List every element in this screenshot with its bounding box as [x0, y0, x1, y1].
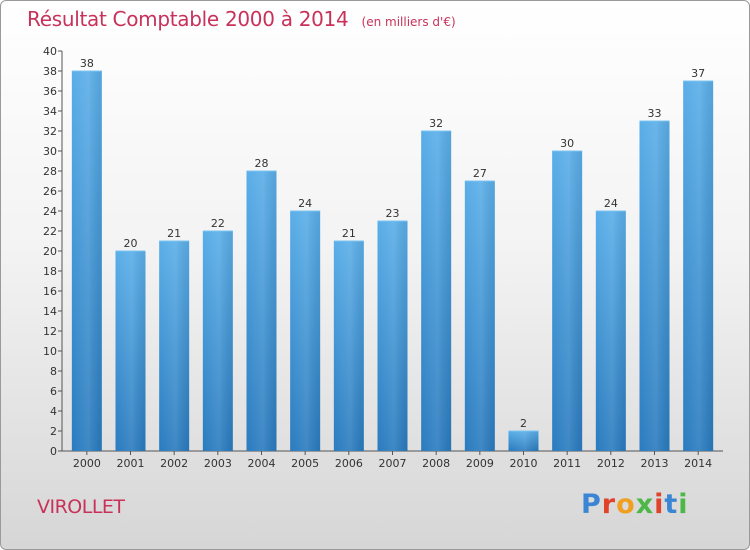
y-tick-label: 34 — [43, 105, 57, 118]
bar-shine — [202, 231, 233, 451]
bar-shine — [246, 171, 277, 451]
bar-shine — [115, 251, 146, 451]
data-label: 30 — [560, 137, 574, 150]
data-label: 2 — [520, 417, 527, 430]
y-tick-label: 26 — [43, 185, 57, 198]
bar-shine — [552, 151, 583, 451]
y-tick-label: 10 — [43, 345, 57, 358]
x-tick-label: 2012 — [597, 457, 625, 470]
logo-letter: o — [616, 489, 636, 520]
data-label: 22 — [211, 217, 225, 230]
x-tick-label: 2006 — [335, 457, 363, 470]
proxiti-logo: Proxiti — [581, 489, 689, 520]
x-tick-label: 2008 — [422, 457, 450, 470]
bar-shine — [508, 431, 539, 451]
bar-shine — [683, 81, 714, 451]
data-label: 38 — [80, 57, 94, 70]
logo-letter: P — [581, 489, 602, 520]
data-label: 24 — [604, 197, 618, 210]
x-tick-label: 2002 — [160, 457, 188, 470]
data-label: 21 — [342, 227, 356, 240]
bar-shine — [639, 121, 670, 451]
x-tick-label: 2014 — [684, 457, 712, 470]
y-tick-label: 6 — [50, 385, 57, 398]
data-label: 20 — [124, 237, 138, 250]
axes: 0246810121416182022242628303234363840200… — [43, 45, 723, 470]
data-label: 24 — [298, 197, 312, 210]
y-tick-label: 0 — [50, 445, 57, 458]
y-tick-label: 16 — [43, 285, 57, 298]
y-tick-label: 14 — [43, 305, 57, 318]
x-tick-label: 2009 — [466, 457, 494, 470]
chart-title: Résultat Comptable 2000 à 2014 — [27, 7, 349, 31]
x-tick-label: 2011 — [553, 457, 581, 470]
bar-shine — [290, 211, 321, 451]
data-label: 32 — [429, 117, 443, 130]
data-label: 23 — [386, 207, 400, 220]
data-label: 28 — [255, 157, 269, 170]
bar-shine — [377, 221, 408, 451]
y-tick-label: 40 — [43, 45, 57, 58]
x-tick-label: 2013 — [641, 457, 669, 470]
y-tick-label: 12 — [43, 325, 57, 338]
y-tick-label: 38 — [43, 65, 57, 78]
y-tick-label: 28 — [43, 165, 57, 178]
y-tick-label: 36 — [43, 85, 57, 98]
bars: 38 20 21 22 28 24 21 23 32 27 2 30 24 33 37 — [71, 57, 714, 451]
logo-letter: t — [664, 489, 679, 520]
data-label: 37 — [691, 67, 705, 80]
y-tick-label: 18 — [43, 265, 57, 278]
bar-shine — [421, 131, 452, 451]
bar-shine — [464, 181, 495, 451]
x-tick-label: 2004 — [248, 457, 276, 470]
bar-shine — [333, 241, 364, 451]
y-tick-label: 32 — [43, 125, 57, 138]
bar-shine — [595, 211, 626, 451]
logo-letter: x — [635, 489, 655, 520]
bar-shine — [71, 71, 102, 451]
data-label: 27 — [473, 167, 487, 180]
x-tick-label: 2000 — [73, 457, 101, 470]
y-tick-label: 2 — [50, 425, 57, 438]
y-tick-label: 20 — [43, 245, 57, 258]
logo-letter: r — [601, 489, 617, 520]
x-tick-label: 2001 — [117, 457, 145, 470]
commune-name: VIROLLET — [37, 496, 125, 518]
bar-shine — [159, 241, 190, 451]
y-tick-label: 24 — [43, 205, 57, 218]
y-tick-label: 8 — [50, 365, 57, 378]
chart-title-block: Résultat Comptable 2000 à 2014 (en milli… — [27, 7, 456, 31]
logo-letter: i — [678, 489, 689, 520]
x-tick-label: 2010 — [510, 457, 538, 470]
y-tick-label: 22 — [43, 225, 57, 238]
x-tick-label: 2007 — [379, 457, 407, 470]
x-tick-label: 2003 — [204, 457, 232, 470]
data-label: 33 — [648, 107, 662, 120]
data-label: 21 — [167, 227, 181, 240]
x-tick-label: 2005 — [291, 457, 319, 470]
y-tick-label: 30 — [43, 145, 57, 158]
chart-subtitle: (en milliers d'€) — [361, 15, 456, 29]
y-tick-label: 4 — [50, 405, 57, 418]
logo-letter: i — [654, 489, 665, 520]
